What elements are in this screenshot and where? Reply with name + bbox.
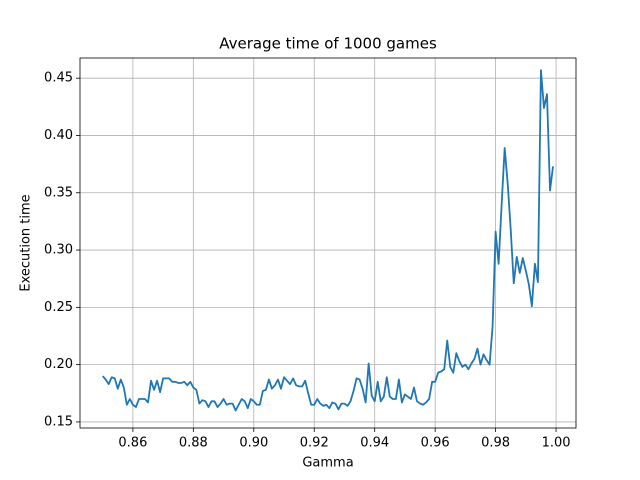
x-tick-label: 0.98 [481,436,510,451]
x-tick-label: 0.88 [179,436,208,451]
y-tick-label: 0.45 [44,71,73,86]
x-tick-label: 0.96 [421,436,450,451]
y-tick-label: 0.20 [44,357,73,372]
y-tick-label: 0.35 [44,185,73,200]
x-tick-label: 0.90 [239,436,268,451]
y-tick-label: 0.40 [44,128,73,143]
data-line [101,69,554,412]
x-tick-label: 0.86 [118,436,147,451]
y-tick-label: 0.25 [44,300,73,315]
y-axis-label: Execution time [19,194,34,291]
plot-frame [79,57,577,429]
chart-title: Average time of 1000 games [219,35,437,53]
x-tick-label: 0.92 [300,436,329,451]
x-tick-label: 1.00 [542,436,571,451]
x-axis-label: Gamma [302,456,353,471]
x-tick-label: 0.94 [360,436,389,451]
y-tick-label: 0.15 [44,414,73,429]
y-tick-label: 0.30 [44,243,73,258]
